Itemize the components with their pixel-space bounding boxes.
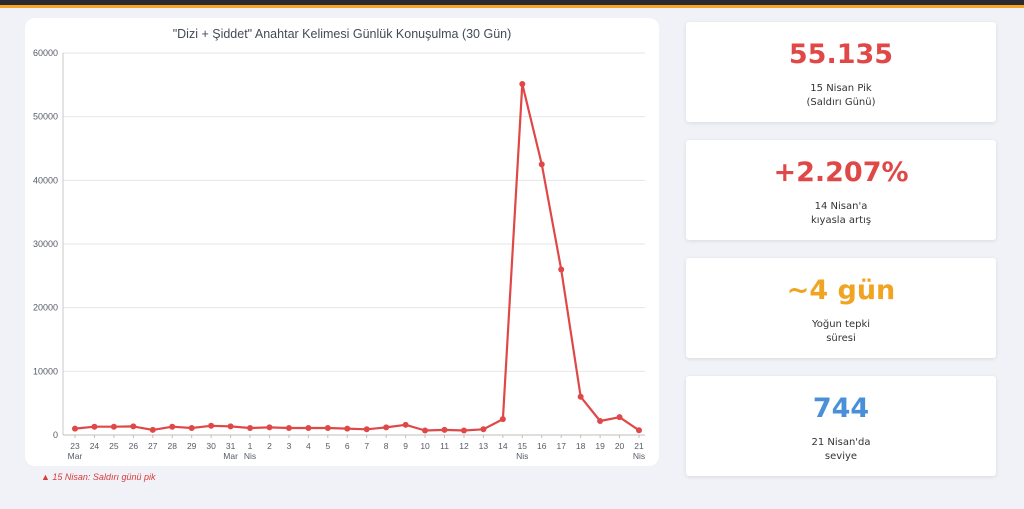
data-point [227, 423, 234, 430]
x-tick-label: 9 [403, 441, 408, 451]
x-tick-label: 30 [206, 441, 216, 451]
x-tick-label: 4 [306, 441, 311, 451]
stat-label: 21 Nisan'da seviye [811, 437, 871, 462]
stat-card-duration: ~4 gün Yoğun tepki süresi [686, 258, 996, 358]
x-tick-label: 23 Mar [68, 441, 83, 461]
x-tick-label: 13 [479, 441, 489, 451]
data-point [285, 424, 292, 431]
data-point [247, 424, 254, 431]
x-tick-label: 24 [90, 441, 100, 451]
x-tick-label: 18 [576, 441, 586, 451]
y-tick-label: 50000 [33, 112, 58, 122]
stat-value: ~4 gün [786, 275, 896, 306]
x-tick-label: 12 [459, 441, 469, 451]
x-tick-label: 8 [384, 441, 389, 451]
x-tick-label: 25 [109, 441, 119, 451]
x-tick-label: 15 Nis [516, 441, 528, 461]
chart-title: "Dizi + Şiddet" Anahtar Kelimesi Günlük … [172, 27, 512, 41]
x-tick-label: 5 [325, 441, 330, 451]
stat-card-level: 744 21 Nisan'da seviye [686, 376, 996, 476]
data-point [519, 80, 526, 87]
stat-card-peak: 55.135 15 Nisan Pik (Saldırı Günü) [686, 22, 996, 122]
data-point [169, 423, 176, 430]
data-point [597, 417, 604, 424]
x-tick-label: 1 Nis [244, 441, 256, 461]
chart-note: ▲ 15 Nisan: Saldırı günü pik [41, 472, 156, 482]
top-bar [0, 0, 1024, 8]
x-tick-label: 17 [556, 441, 566, 451]
data-point [344, 425, 351, 432]
y-tick-label: 30000 [33, 239, 58, 249]
data-point [208, 422, 215, 429]
data-point [577, 393, 584, 400]
x-tick-label: 29 [187, 441, 197, 451]
x-tick-label: 21 Nis [633, 441, 645, 461]
data-point [538, 161, 545, 168]
data-point [499, 416, 506, 423]
data-point [149, 426, 156, 433]
data-point [130, 423, 137, 430]
data-point [383, 424, 390, 431]
x-tick-label: 16 [537, 441, 547, 451]
data-point [188, 424, 195, 431]
data-point [636, 427, 642, 434]
x-tick-label: 6 [345, 441, 350, 451]
x-tick-label: 14 [498, 441, 508, 451]
stat-value: +2.207% [773, 157, 909, 188]
y-tick-label: 0 [53, 430, 58, 440]
stat-label: Yoğun tepki süresi [811, 319, 871, 344]
data-point [266, 424, 273, 431]
stat-value: 744 [812, 393, 870, 424]
data-point [324, 424, 331, 431]
data-point [363, 426, 370, 433]
y-tick-label: 10000 [33, 366, 58, 376]
data-point [305, 424, 312, 431]
x-tick-label: 20 [615, 441, 625, 451]
x-tick-label: 7 [364, 441, 369, 451]
x-tick-label: 11 [440, 441, 449, 451]
data-point [72, 425, 78, 432]
top-bar-accent [0, 5, 1024, 8]
data-point [616, 414, 623, 421]
stat-label: 15 Nisan Pik (Saldırı Günü) [806, 83, 876, 108]
data-point [558, 266, 565, 273]
data-point [91, 423, 98, 430]
stat-card-increase: +2.207% 14 Nisan'a kıyasla artış [686, 140, 996, 240]
stat-label: 14 Nisan'a kıyasla artış [810, 201, 872, 226]
x-tick-label: 31 Mar [223, 441, 238, 461]
y-tick-label: 20000 [33, 303, 58, 313]
x-tick-label: 27 [148, 441, 158, 451]
x-tick-label: 3 [287, 441, 292, 451]
x-tick-label: 2 [267, 441, 272, 451]
data-point [422, 427, 429, 434]
stat-value: 55.135 [788, 39, 894, 70]
data-point [460, 427, 467, 434]
x-tick-label: 26 [129, 441, 139, 451]
x-tick-label: 19 [595, 441, 605, 451]
x-tick-label: 10 [420, 441, 430, 451]
x-tick-label: 28 [168, 441, 178, 451]
chart-card: "Dizi + Şiddet" Anahtar Kelimesi Günlük … [25, 18, 659, 466]
data-point [402, 421, 409, 428]
data-point [110, 423, 117, 430]
series-line [74, 82, 640, 432]
y-tick-label: 60000 [33, 48, 58, 58]
data-point [441, 426, 448, 433]
data-point [480, 426, 487, 433]
y-tick-label: 40000 [33, 175, 58, 185]
